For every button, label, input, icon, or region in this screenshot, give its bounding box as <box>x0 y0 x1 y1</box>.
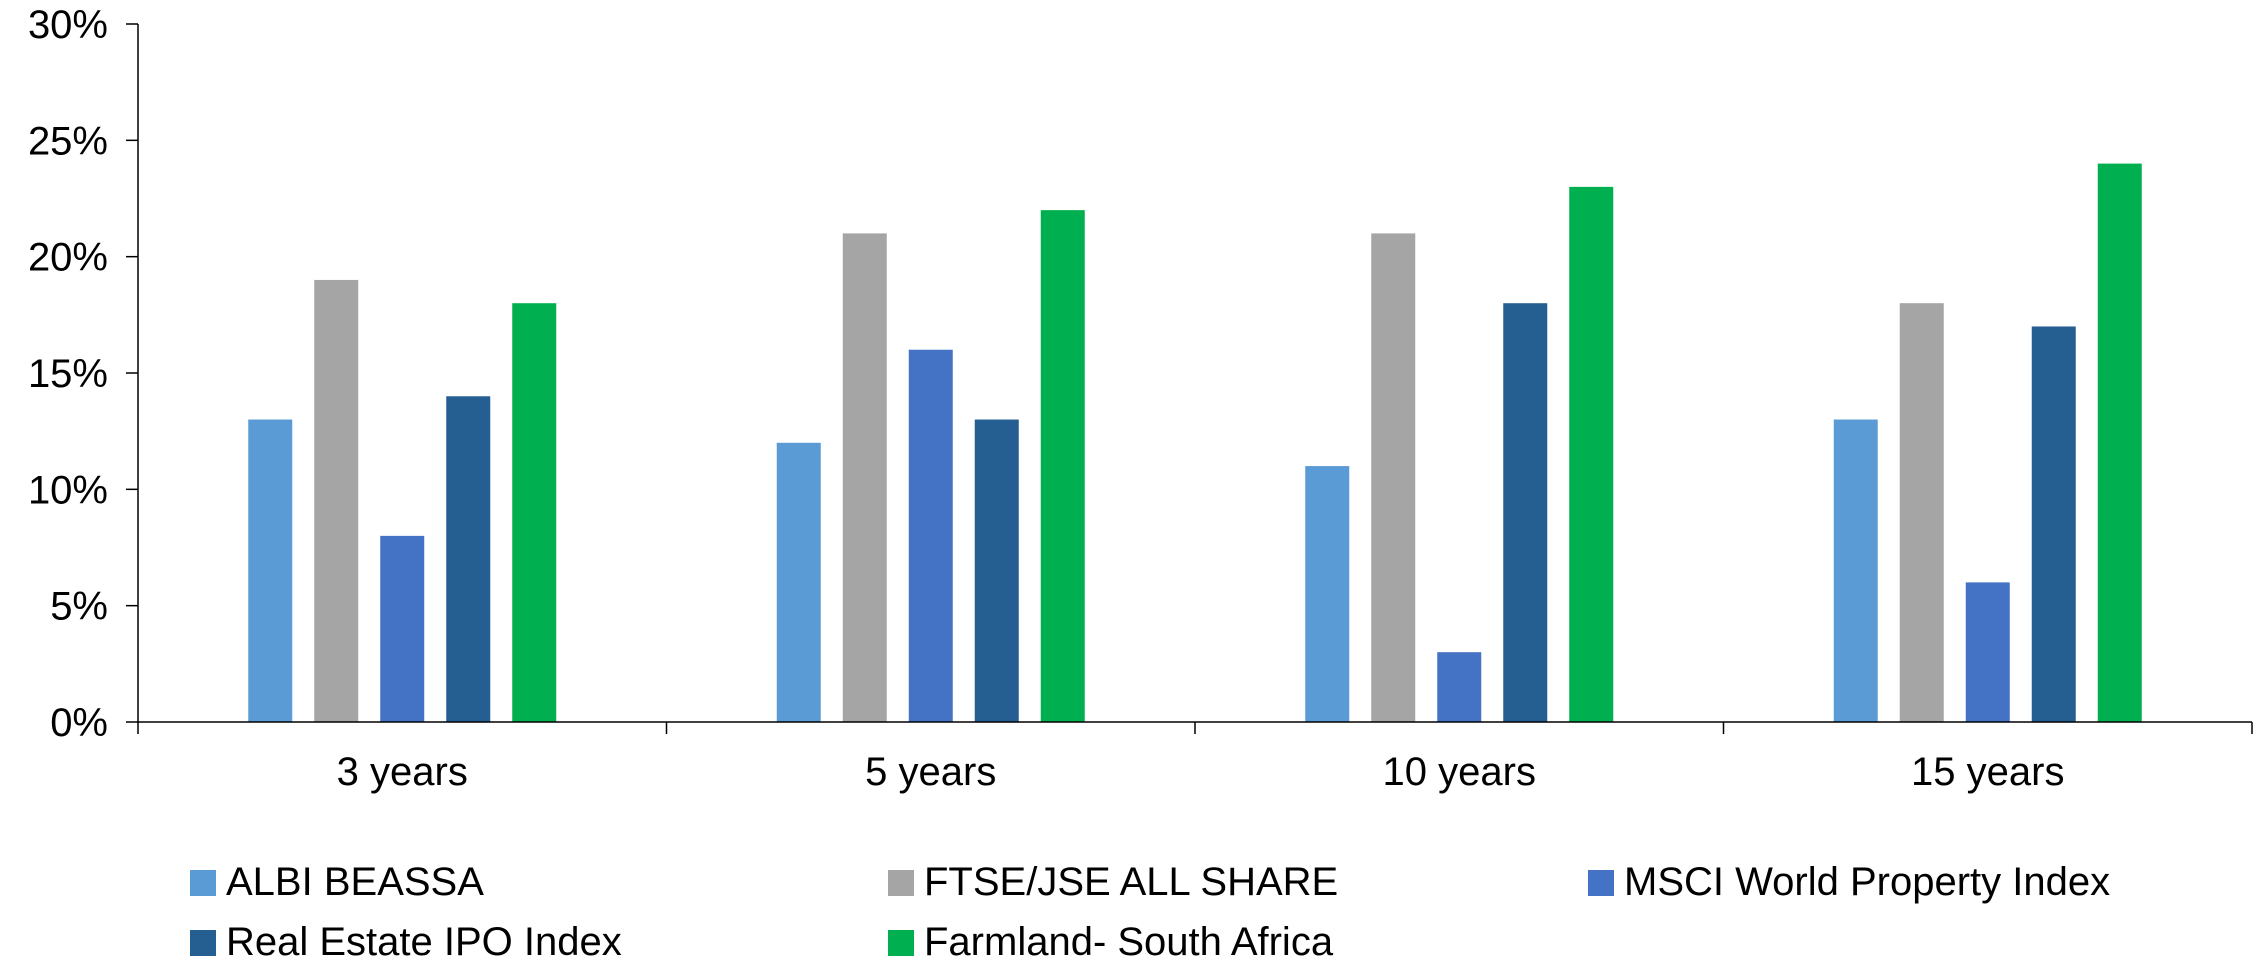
bar <box>1899 303 1944 722</box>
bar <box>1569 186 1614 722</box>
bar <box>248 419 293 722</box>
x-tick-label: 3 years <box>337 750 468 794</box>
bar <box>314 279 359 722</box>
bar <box>1305 466 1350 722</box>
y-tick-label: 0% <box>50 701 108 745</box>
x-axis-ticks: 3 years 5 years 10 years 15 years <box>137 722 2253 794</box>
y-tick-label: 5% <box>50 585 108 629</box>
bar <box>974 419 1019 722</box>
y-tick-label: 20% <box>28 236 108 280</box>
bar <box>908 349 953 722</box>
bar <box>2031 326 2076 722</box>
x-tick-label: 15 years <box>1911 750 2064 794</box>
y-tick-label: 15% <box>28 352 108 396</box>
bar <box>2097 163 2142 723</box>
bar <box>1437 652 1482 722</box>
bar <box>1040 210 1085 722</box>
bar <box>776 442 821 722</box>
bar <box>842 233 887 722</box>
bar <box>1833 419 1878 722</box>
bar <box>1503 303 1548 722</box>
bar <box>1965 582 2010 722</box>
y-tick-label: 25% <box>28 119 108 163</box>
y-axis-ticks: 0% 5% 10% 15% 20% 25% 30% <box>28 3 138 745</box>
y-tick-label: 10% <box>28 468 108 512</box>
x-tick-label: 10 years <box>1383 750 1536 794</box>
bar <box>512 303 557 722</box>
bar <box>446 396 491 722</box>
bars <box>248 163 2142 723</box>
y-tick-label: 30% <box>28 3 108 47</box>
bar <box>1371 233 1416 722</box>
x-tick-label: 5 years <box>865 750 996 794</box>
bar <box>380 535 425 722</box>
